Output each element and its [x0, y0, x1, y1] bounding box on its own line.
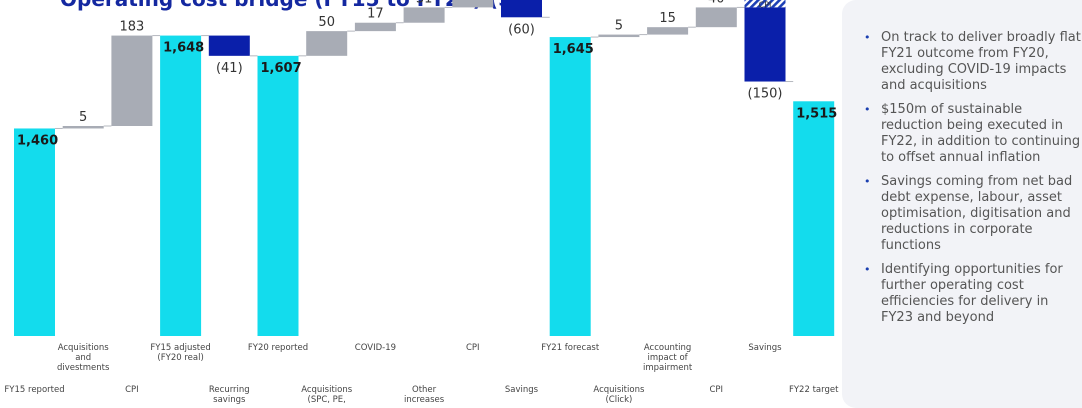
- category-label: Savings: [748, 343, 782, 353]
- commentary-item: • $150m of sustainable reduction being ex…: [862, 102, 1082, 166]
- bar-increase: [111, 35, 153, 126]
- bar-total: [793, 101, 835, 336]
- bullet-icon: •: [864, 263, 871, 276]
- bar-hatch-segment: [744, 0, 786, 8]
- category-label: CPI: [125, 385, 139, 395]
- bar-increase: [647, 27, 689, 35]
- bar-total: [257, 55, 299, 336]
- bar-total: [160, 35, 202, 336]
- data-label: 50: [318, 15, 335, 30]
- category-label: COVID-19: [355, 343, 396, 353]
- category-label: FY15 adjusted: [150, 343, 210, 353]
- category-label: FY22 target: [789, 385, 839, 395]
- category-label: FY15 reported: [4, 385, 64, 395]
- bar-total: [14, 128, 55, 336]
- category-label: Acquisitions: [593, 385, 645, 395]
- bar-increase: [452, 0, 494, 8]
- bar-increase: [695, 7, 737, 28]
- category-label: Accounting: [644, 343, 691, 353]
- commentary-item: • Savings coming from net bad debt expens…: [862, 174, 1082, 254]
- category-label: FY21 forecast: [541, 343, 600, 353]
- data-label: 1,645: [553, 42, 594, 57]
- data-label: 1,515: [796, 106, 837, 121]
- category-label: FY20 reported: [248, 343, 308, 353]
- commentary-item: • On track to deliver broadly flat FY21 o…: [862, 30, 1082, 94]
- commentary-list: • On track to deliver broadly flat FY21 o…: [842, 0, 1082, 326]
- data-label: 31: [416, 0, 433, 6]
- category-label: and: [75, 353, 91, 363]
- bar-decrease: [501, 0, 542, 18]
- bar-increase: [598, 34, 640, 38]
- category-label: savings: [213, 395, 246, 405]
- data-label: 5: [79, 110, 87, 125]
- bar-increase: [62, 126, 104, 129]
- bar-increase: [403, 7, 445, 23]
- data-label: (41): [216, 61, 243, 76]
- data-label: 183: [119, 20, 144, 35]
- category-label: (FY20 real): [157, 353, 203, 363]
- bar-decrease: [208, 35, 250, 56]
- category-label: Other: [412, 385, 437, 395]
- bullet-icon: •: [864, 31, 871, 44]
- data-label: 40: [708, 0, 725, 6]
- commentary-item: • Identifying opportunities for further o…: [862, 262, 1082, 326]
- category-label: Recurring: [209, 385, 250, 395]
- category-label: increases: [404, 395, 445, 405]
- bar-increase: [354, 22, 396, 32]
- hatch-label: CPI: [759, 1, 772, 10]
- category-label: CPI: [466, 343, 480, 353]
- data-label: (60): [508, 22, 535, 37]
- category-label: Acquisitions: [301, 385, 353, 395]
- category-label: (SPC, PE,: [308, 395, 346, 405]
- commentary-text: On track to deliver broadly flat FY21 ou…: [881, 30, 1081, 93]
- commentary-text: $150m of sustainable reduction being exe…: [881, 102, 1081, 165]
- data-label: 15: [659, 11, 676, 26]
- category-label: divestments: [57, 363, 110, 373]
- bar-increase: [306, 31, 348, 56]
- commentary-panel: • On track to deliver broadly flat FY21 o…: [842, 0, 1082, 408]
- category-label: (Click): [605, 395, 632, 405]
- category-label: impact of: [648, 353, 689, 363]
- bullet-icon: •: [864, 175, 871, 188]
- commentary-text: Identifying opportunities for further op…: [881, 262, 1063, 325]
- chart-title: Operating cost bridge (FY15 to FY22) ($m…: [60, 0, 760, 11]
- bar-decrease: [744, 7, 786, 82]
- data-label: 17: [367, 7, 384, 22]
- data-label: 5: [615, 19, 623, 34]
- data-label: 1,648: [163, 41, 204, 56]
- commentary-text: Savings coming from net bad debt expense…: [881, 174, 1073, 253]
- data-label: (150): [748, 87, 783, 102]
- bar-total: [549, 37, 591, 336]
- category-label: impairment: [643, 363, 693, 373]
- category-label: Acquisitions: [58, 343, 110, 353]
- category-label: Savings: [505, 385, 539, 395]
- category-label: CPI: [710, 385, 724, 395]
- data-label: 1,607: [261, 61, 302, 76]
- bullet-icon: •: [864, 103, 871, 116]
- data-label: 1,460: [17, 133, 58, 148]
